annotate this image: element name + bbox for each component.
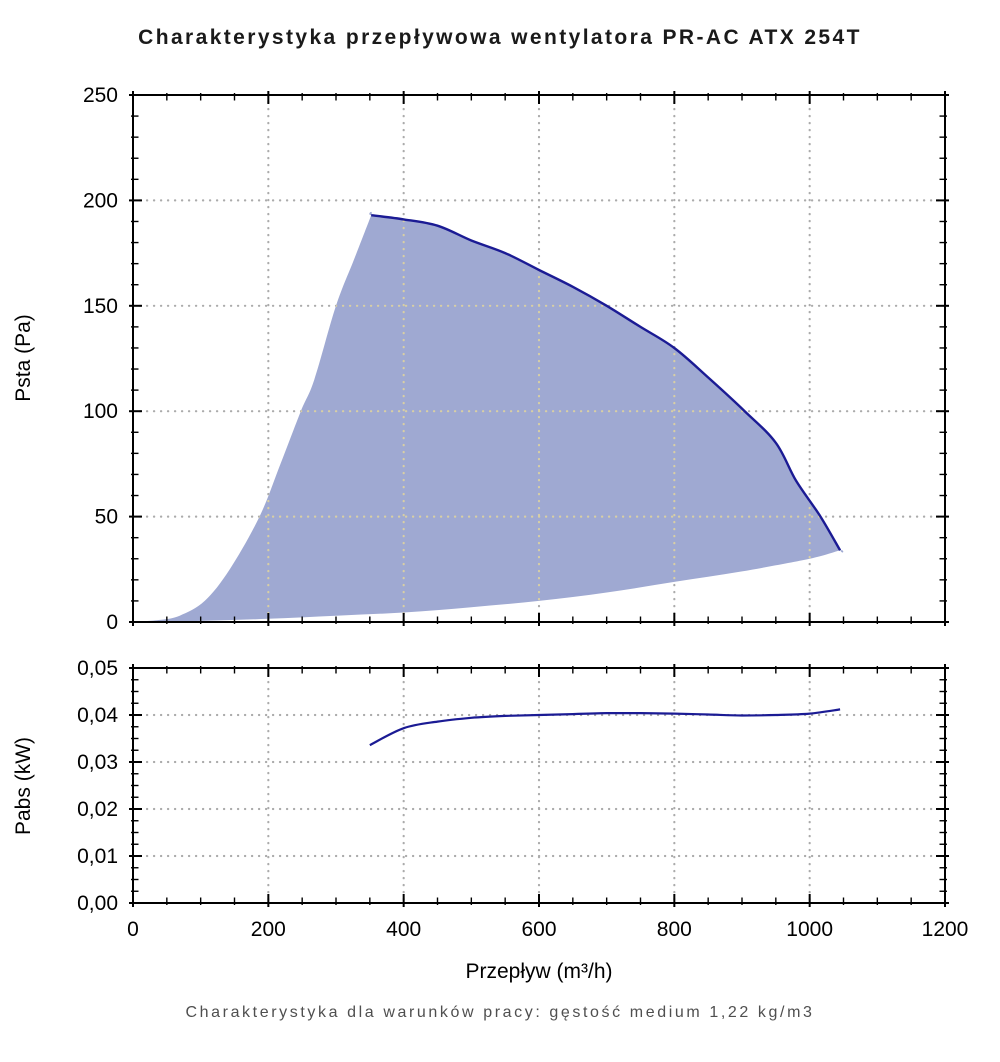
tick-label: 200 bbox=[83, 189, 118, 212]
y-axis-label-top: Psta (Pa) bbox=[12, 314, 35, 402]
chart-title: Charakterystyka przepływowa wentylatora … bbox=[138, 26, 862, 49]
tick-label: 0,01 bbox=[77, 845, 118, 868]
tick-label: 1000 bbox=[786, 918, 833, 941]
tick-label: 0,00 bbox=[77, 892, 118, 915]
curves bbox=[369, 214, 842, 747]
chart-caption: Charakterystyka dla warunków pracy: gęst… bbox=[185, 1004, 815, 1021]
y-axis-label-bottom: Pabs (kW) bbox=[12, 737, 35, 835]
axis-tick-labels: 0 50 100 150 200 250 0,00 0,01 0,02 0,03 0,04 0,05 0… bbox=[77, 84, 968, 941]
gridlines-on-area bbox=[133, 211, 844, 622]
tick-label: 100 bbox=[83, 400, 118, 423]
tick-label: 0,04 bbox=[77, 704, 118, 727]
tick-label: 0,03 bbox=[77, 751, 118, 774]
tick-label: 250 bbox=[83, 84, 118, 107]
tick-label: 0 bbox=[106, 611, 118, 634]
tick-label: 1200 bbox=[922, 918, 969, 941]
operating-area bbox=[133, 211, 844, 622]
tick-label: 0,02 bbox=[77, 798, 118, 821]
axis-ticks bbox=[129, 91, 949, 907]
gridlines-bottom-plot bbox=[131, 666, 947, 905]
tick-label: 600 bbox=[521, 918, 556, 941]
tick-label: 200 bbox=[251, 918, 286, 941]
x-axis-label: Przepływ (m³/h) bbox=[465, 960, 612, 983]
tick-label: 150 bbox=[83, 295, 118, 318]
absorbed-power-curve bbox=[369, 708, 841, 747]
max-speed-curve bbox=[371, 214, 842, 551]
tick-label: 50 bbox=[95, 506, 118, 529]
tick-label: 400 bbox=[386, 918, 421, 941]
operating-area-fill bbox=[133, 211, 844, 622]
tick-label: 0,05 bbox=[77, 657, 118, 680]
tick-label: 0 bbox=[127, 918, 139, 941]
tick-label: 800 bbox=[657, 918, 692, 941]
